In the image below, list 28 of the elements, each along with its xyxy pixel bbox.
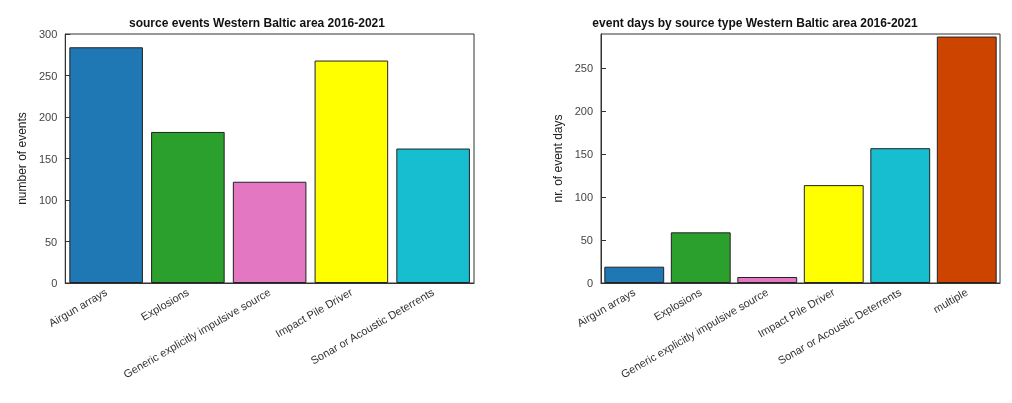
bar xyxy=(69,47,143,283)
y-tick-label: 250 xyxy=(38,69,58,82)
y-tick-label: 200 xyxy=(574,105,593,118)
y-axis-title: nr. of event days xyxy=(550,114,565,203)
y-tick-label: 250 xyxy=(574,62,593,75)
y-tick-label: 50 xyxy=(45,235,58,248)
bar xyxy=(604,266,665,283)
y-tick-label: 50 xyxy=(580,234,593,247)
bar xyxy=(232,181,307,283)
y-tick-label: 0 xyxy=(586,277,593,289)
bar xyxy=(151,131,225,283)
y-tick-label: 150 xyxy=(574,148,593,161)
chart-title: source events Western Baltic area 2016-2021 xyxy=(129,16,386,30)
bar xyxy=(803,185,864,283)
y-tick-label: 300 xyxy=(38,28,58,40)
y-tick-label: 100 xyxy=(574,191,593,204)
bar xyxy=(870,148,931,283)
y-axis-title: number of events xyxy=(15,112,29,205)
bar xyxy=(396,148,470,283)
y-tick-label: 100 xyxy=(38,194,58,206)
y-tick-label: 0 xyxy=(51,277,58,289)
bar xyxy=(936,36,997,283)
bar xyxy=(737,276,798,283)
chart-title: event days by source type Western Baltic area 2016-2021 xyxy=(592,16,918,30)
bar xyxy=(670,232,731,283)
y-tick-label: 150 xyxy=(38,152,58,165)
bar xyxy=(314,60,389,283)
y-tick-label: 200 xyxy=(38,111,58,123)
